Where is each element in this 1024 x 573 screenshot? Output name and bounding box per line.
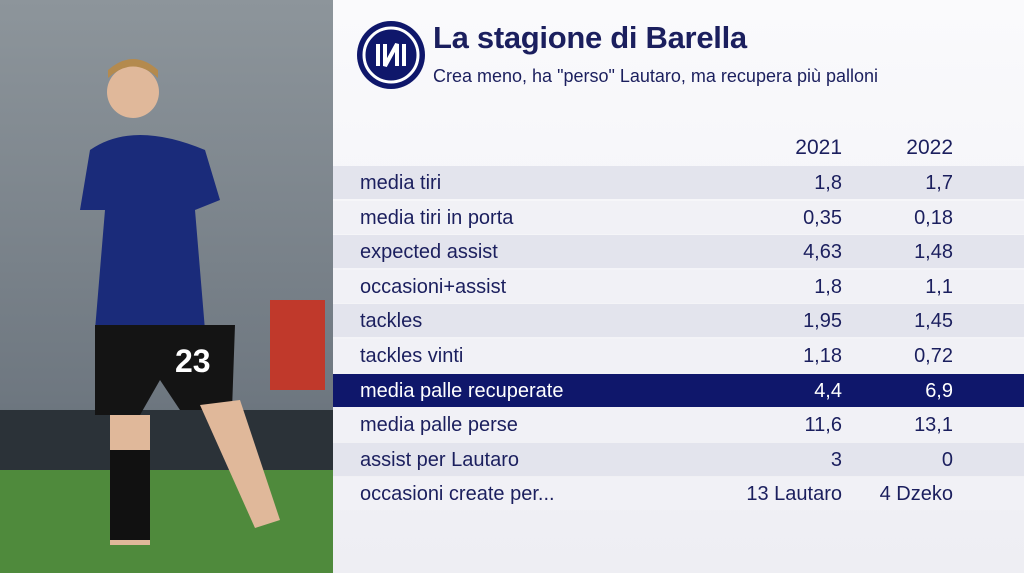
- row-label: expected assist: [360, 241, 498, 264]
- table-row: media tiri in porta 0,35 0,18: [333, 200, 1024, 234]
- cell-2021: 1,95: [803, 310, 842, 333]
- cell-2022: 4 Dzeko: [879, 483, 953, 506]
- cell-2022: 6,9: [925, 379, 953, 402]
- cell-2022: 1,7: [925, 172, 953, 194]
- player-shirt: [80, 135, 220, 330]
- subtitle: Crea meno, ha "perso" Lautaro, ma recupe…: [433, 66, 879, 86]
- player-shorts: [95, 325, 235, 415]
- cell-2021: 4,4: [814, 379, 842, 402]
- table-row: tackles vinti 1,18 0,72: [333, 339, 1024, 372]
- table-row: occasioni+assist 1,8 1,1: [333, 269, 1024, 303]
- table-row: occasioni create per... 13 Lautaro 4 Dzeko: [333, 477, 1024, 511]
- cell-2022: 1,45: [914, 310, 953, 333]
- row-label: assist per Lautaro: [360, 448, 519, 471]
- spectator: [270, 300, 325, 390]
- player-sock: [110, 450, 150, 540]
- row-label: tackles: [360, 310, 423, 333]
- column-header: 2022: [906, 136, 953, 159]
- column-header: 2021: [795, 136, 842, 159]
- cell-2022: 0,72: [914, 345, 953, 367]
- cell-2022: 1,48: [914, 241, 953, 264]
- cell-2021: 1,8: [814, 172, 842, 194]
- player-head: [107, 66, 159, 118]
- row-label: occasioni+assist: [360, 275, 507, 298]
- player-leg: [200, 400, 280, 528]
- cell-2022: 1,1: [925, 275, 953, 298]
- table-row: media tiri 1,8 1,7: [333, 166, 1024, 199]
- cell-2021: 11,6: [804, 414, 842, 437]
- table-row: media palle perse 11,6 13,1: [333, 408, 1024, 442]
- row-label: tackles vinti: [360, 345, 464, 367]
- cell-2021: 13 Lautaro: [746, 483, 842, 506]
- row-label: media tiri: [360, 172, 442, 194]
- row-label: occasioni create per...: [360, 483, 555, 506]
- row-label: media tiri in porta: [360, 206, 514, 229]
- title: La stagione di Barella: [433, 20, 747, 55]
- table-row: expected assist 4,63 1,48: [333, 235, 1024, 269]
- stand: [0, 410, 333, 470]
- cell-2021: 1,8: [814, 275, 842, 298]
- cell-2021: 1,18: [803, 345, 842, 367]
- table-row: assist per Lautaro 3 0: [333, 442, 1024, 476]
- cell-2021: 3: [830, 448, 842, 471]
- row-label: media palle perse: [360, 414, 518, 437]
- cell-2022: 0: [941, 448, 953, 471]
- cell-2021: 4,63: [803, 241, 842, 264]
- table-row: tackles 1,95 1,45: [333, 304, 1024, 338]
- cell-2022: 0,18: [914, 206, 953, 229]
- player-photo: 23: [0, 0, 333, 573]
- cell-2021: 0,35: [803, 206, 842, 229]
- club-logo: [357, 21, 425, 89]
- row-label: media palle recuperate: [360, 379, 564, 402]
- cell-2022: 13,1: [914, 414, 953, 437]
- shirt-number: 23: [175, 343, 211, 379]
- highlighted-row: media palle recuperate 4,4 6,9: [333, 373, 1024, 407]
- player-hair: [108, 59, 158, 78]
- pitch: [0, 470, 333, 573]
- stats-panel: La stagione di Barella Crea meno, ha "pe…: [333, 0, 1024, 573]
